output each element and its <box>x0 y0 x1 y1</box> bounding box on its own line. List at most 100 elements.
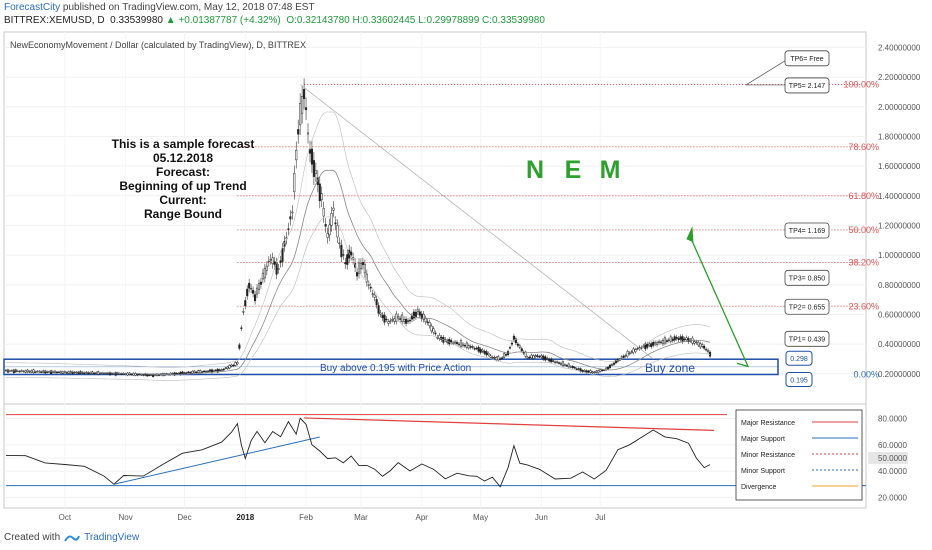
candle <box>140 374 143 376</box>
fib-label: 78.60% <box>848 142 879 152</box>
candle <box>379 312 382 315</box>
tradingview-link[interactable]: TradingView <box>84 532 140 543</box>
candle <box>695 341 698 343</box>
candle <box>532 355 535 359</box>
candle <box>254 294 257 302</box>
candle <box>528 356 531 359</box>
candle <box>191 370 194 374</box>
candle <box>212 370 215 372</box>
candle <box>424 318 427 323</box>
candle <box>334 222 337 225</box>
last-price: 0.33539980 <box>110 15 163 26</box>
candle <box>297 129 300 135</box>
candle <box>542 355 545 360</box>
candle <box>530 354 533 359</box>
y-tick-label: 0.20000000 <box>878 370 921 379</box>
candle <box>222 368 225 371</box>
arrowhead-icon <box>686 226 694 243</box>
candle <box>495 357 498 361</box>
candle <box>508 347 512 349</box>
candle <box>563 364 566 366</box>
candle <box>575 368 578 370</box>
chart-svg[interactable]: 2.40000000 2.20000000 2.00000000 1.80000000… <box>0 28 932 528</box>
candle <box>559 362 563 365</box>
chart-area[interactable]: 2.40000000 2.20000000 2.00000000 1.80000000… <box>0 28 932 528</box>
candle <box>608 364 612 368</box>
candle <box>459 340 463 347</box>
zone-top-tag <box>785 350 813 366</box>
candle <box>279 260 282 263</box>
candle <box>397 316 400 319</box>
candle <box>624 355 627 357</box>
candle <box>228 365 231 369</box>
candle <box>46 371 49 373</box>
candle <box>665 340 668 342</box>
candle <box>518 345 521 348</box>
candle <box>142 374 145 376</box>
candle <box>454 341 457 344</box>
candle <box>593 371 596 374</box>
y-tick-label: 1.60000000 <box>878 162 921 171</box>
candle <box>556 361 559 363</box>
nem-letter: E <box>565 156 582 184</box>
candle <box>255 287 259 295</box>
author-link[interactable]: ForecastCity <box>4 2 61 13</box>
candle <box>83 372 86 374</box>
candle <box>208 369 212 372</box>
candle <box>265 265 268 271</box>
x-tick-label: May <box>473 513 488 522</box>
candle <box>171 373 174 375</box>
candle <box>569 366 572 368</box>
candle <box>656 342 659 345</box>
candle <box>654 342 657 345</box>
x-tick-label: Jun <box>535 513 548 522</box>
candle <box>481 349 484 352</box>
candle <box>236 362 239 365</box>
trend-line <box>299 84 654 360</box>
candle <box>99 372 102 375</box>
ohlc-values: O:0.32143780 H:0.33602445 L:0.29978899 C… <box>286 15 545 26</box>
candle <box>181 371 184 374</box>
candle <box>199 370 202 374</box>
target-label: TP1= 0.439 <box>789 336 825 343</box>
candle <box>571 366 574 368</box>
candle <box>422 313 425 320</box>
candle <box>330 213 333 226</box>
candle <box>512 335 515 340</box>
candle <box>324 224 327 227</box>
candle <box>632 348 635 353</box>
candle <box>585 370 588 373</box>
candle <box>377 305 380 314</box>
target-label: TP4= 1.169 <box>789 228 825 235</box>
y-tick-label: 2.20000000 <box>878 73 921 82</box>
candle <box>389 320 392 322</box>
candle <box>699 343 702 348</box>
x-tick-label: Apr <box>416 513 429 522</box>
candle <box>173 372 176 376</box>
candle <box>244 300 247 307</box>
candle <box>301 96 304 114</box>
candle <box>467 345 470 349</box>
candle <box>501 357 504 359</box>
candle <box>630 351 633 353</box>
publish-text: published on TradingView.com, May 12, 20… <box>62 2 315 13</box>
candle <box>363 263 366 274</box>
candle <box>473 348 476 350</box>
candle <box>342 254 345 256</box>
candle <box>595 370 598 373</box>
candle <box>65 372 68 374</box>
candle <box>177 372 180 375</box>
candle <box>577 368 580 370</box>
candle <box>428 322 431 327</box>
candle <box>410 315 413 320</box>
candle <box>469 346 472 348</box>
candle <box>344 262 347 265</box>
candle <box>650 343 653 347</box>
candle <box>340 244 343 258</box>
candle <box>567 363 570 368</box>
candle <box>587 370 590 373</box>
candle <box>189 372 192 374</box>
candle <box>601 369 604 372</box>
target-box <box>784 330 830 347</box>
target-pointer <box>745 60 786 86</box>
